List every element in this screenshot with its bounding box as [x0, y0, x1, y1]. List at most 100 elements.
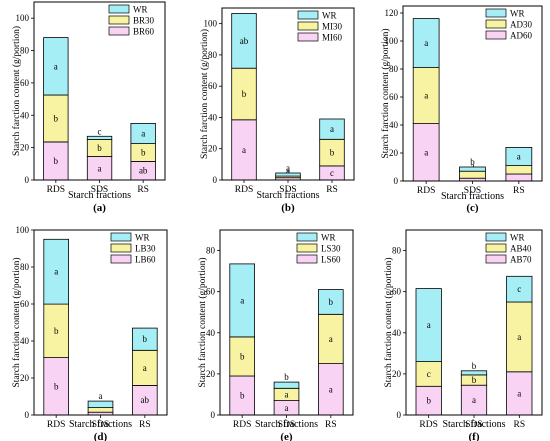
significance-letter: b [470, 157, 475, 167]
significance-letter: a [427, 320, 431, 330]
y-tick-label: 40 [20, 110, 30, 120]
bar-segment-wr-rds [229, 263, 256, 338]
significance-letter: b [141, 148, 146, 158]
plot-frame [221, 7, 355, 181]
y-tick-label: 100 [385, 36, 399, 46]
legend-label: AB40 [510, 244, 532, 254]
significance-letter: a [240, 295, 244, 305]
significance-letter: a [472, 395, 476, 405]
x-tick-label: RS [513, 186, 525, 196]
legend-swatch [297, 21, 319, 31]
x-tick-label: RDS [417, 186, 435, 196]
legend-label: LS60 [321, 255, 341, 265]
bar-segment-ad30-rs [505, 165, 533, 175]
bar-segment-ab40-rs [506, 301, 533, 373]
bar-segment-mi30-rs [319, 138, 345, 167]
significance-letter: b [472, 375, 477, 385]
y-tick-label: 60 [208, 81, 218, 91]
significance-letter: a [517, 388, 521, 398]
significance-letter: b [54, 381, 59, 391]
significance-letter: a [424, 147, 428, 157]
legend-label: WR [135, 233, 150, 243]
y-axis-label: Starch farction content (g/portion) [11, 26, 22, 156]
significance-letter: a [329, 384, 333, 394]
panel-label: (e) [280, 431, 293, 441]
legend-swatch [296, 243, 318, 253]
bar-segment-br30-rds [43, 94, 69, 143]
x-tick-label: RS [137, 185, 149, 195]
y-tick-label: 0 [394, 176, 399, 186]
panel-label: (b) [281, 202, 295, 214]
y-tick-label: 80 [20, 46, 30, 56]
bar-segment-wr-rs [505, 146, 533, 166]
significance-letter: c [330, 168, 334, 178]
bar-segment-wr-sds [86, 135, 113, 140]
y-axis-label: Starch farction content (g/portion) [197, 257, 208, 387]
bar-segment-wr-sds [459, 166, 486, 172]
legend-swatch [110, 232, 132, 242]
panel-label: (f) [469, 431, 480, 441]
y-tick-label: 20 [389, 148, 399, 158]
x-tick-label: SDS [278, 420, 295, 430]
legend-label: WR [133, 5, 148, 15]
legend-label: WR [510, 9, 525, 19]
bar-segment-ls30-rds [229, 336, 256, 377]
y-tick-label: 60 [20, 299, 30, 309]
bar-segment-wr-rs [131, 327, 158, 351]
y-tick-label: 20 [20, 373, 30, 383]
significance-letter: a [517, 332, 521, 342]
x-tick-label: SDS [464, 186, 481, 196]
bar-segment-wr-rds [415, 288, 442, 363]
chart-panel-4: bbaRDSaaaSDSababRS020406080100Starch far… [11, 225, 168, 441]
y-tick-label: 80 [20, 262, 30, 272]
plot-frame [33, 1, 166, 181]
y-axis-label: Starch farction content (g/portion) [11, 257, 22, 387]
y-tick-label: 0 [211, 410, 216, 420]
significance-letter: a [424, 91, 428, 101]
bar-segment-ad30-sds [459, 170, 486, 179]
plot-frame [33, 229, 168, 416]
legend-label: AB70 [510, 255, 532, 265]
significance-letter: b [143, 334, 148, 344]
y-tick-label: 60 [392, 287, 402, 297]
bar-segment-lb30-sds [87, 407, 114, 413]
legend-label: WR [322, 11, 337, 21]
y-tick-label: 0 [25, 410, 30, 420]
significance-letter: b [54, 326, 59, 336]
x-tick-label: SDS [465, 420, 482, 430]
plot-frame [402, 5, 543, 182]
significance-letter: a [330, 124, 334, 134]
significance-letter: b [426, 396, 431, 406]
bar-segment-lb60-rds [43, 357, 69, 416]
significance-letter: a [517, 152, 521, 162]
y-axis-label: Starch farction content (g/portion) [383, 257, 394, 387]
bar-segment-lb60-rs [131, 384, 158, 416]
significance-letter: b [472, 361, 477, 371]
panel-label: (d) [94, 431, 108, 441]
bar-segment-lb30-rds [43, 303, 69, 358]
legend-label: MI30 [322, 22, 342, 32]
x-axis-label: Starch fractions [442, 419, 505, 430]
legend-swatch [485, 8, 507, 18]
bar-segment-wr-rs [506, 275, 533, 303]
x-tick-label: RS [325, 420, 337, 430]
legend-label: MI60 [322, 33, 342, 43]
legend-label: LB30 [135, 244, 156, 254]
y-tick-label: 120 [385, 8, 399, 18]
significance-letter: c [98, 126, 102, 136]
bar-segment-wr-rs [317, 289, 344, 315]
significance-letter: c [517, 284, 521, 294]
legend-label: LB60 [135, 255, 156, 265]
legend-label: BR60 [133, 27, 155, 37]
y-tick-label: 100 [204, 19, 218, 29]
legend-swatch [485, 19, 507, 29]
bar-segment-wr-sds [460, 370, 488, 376]
legend-swatch [485, 232, 507, 242]
bar-segment-ad60-rs [505, 173, 533, 182]
legend-label: AD30 [510, 20, 532, 30]
significance-letter: b [97, 143, 102, 153]
